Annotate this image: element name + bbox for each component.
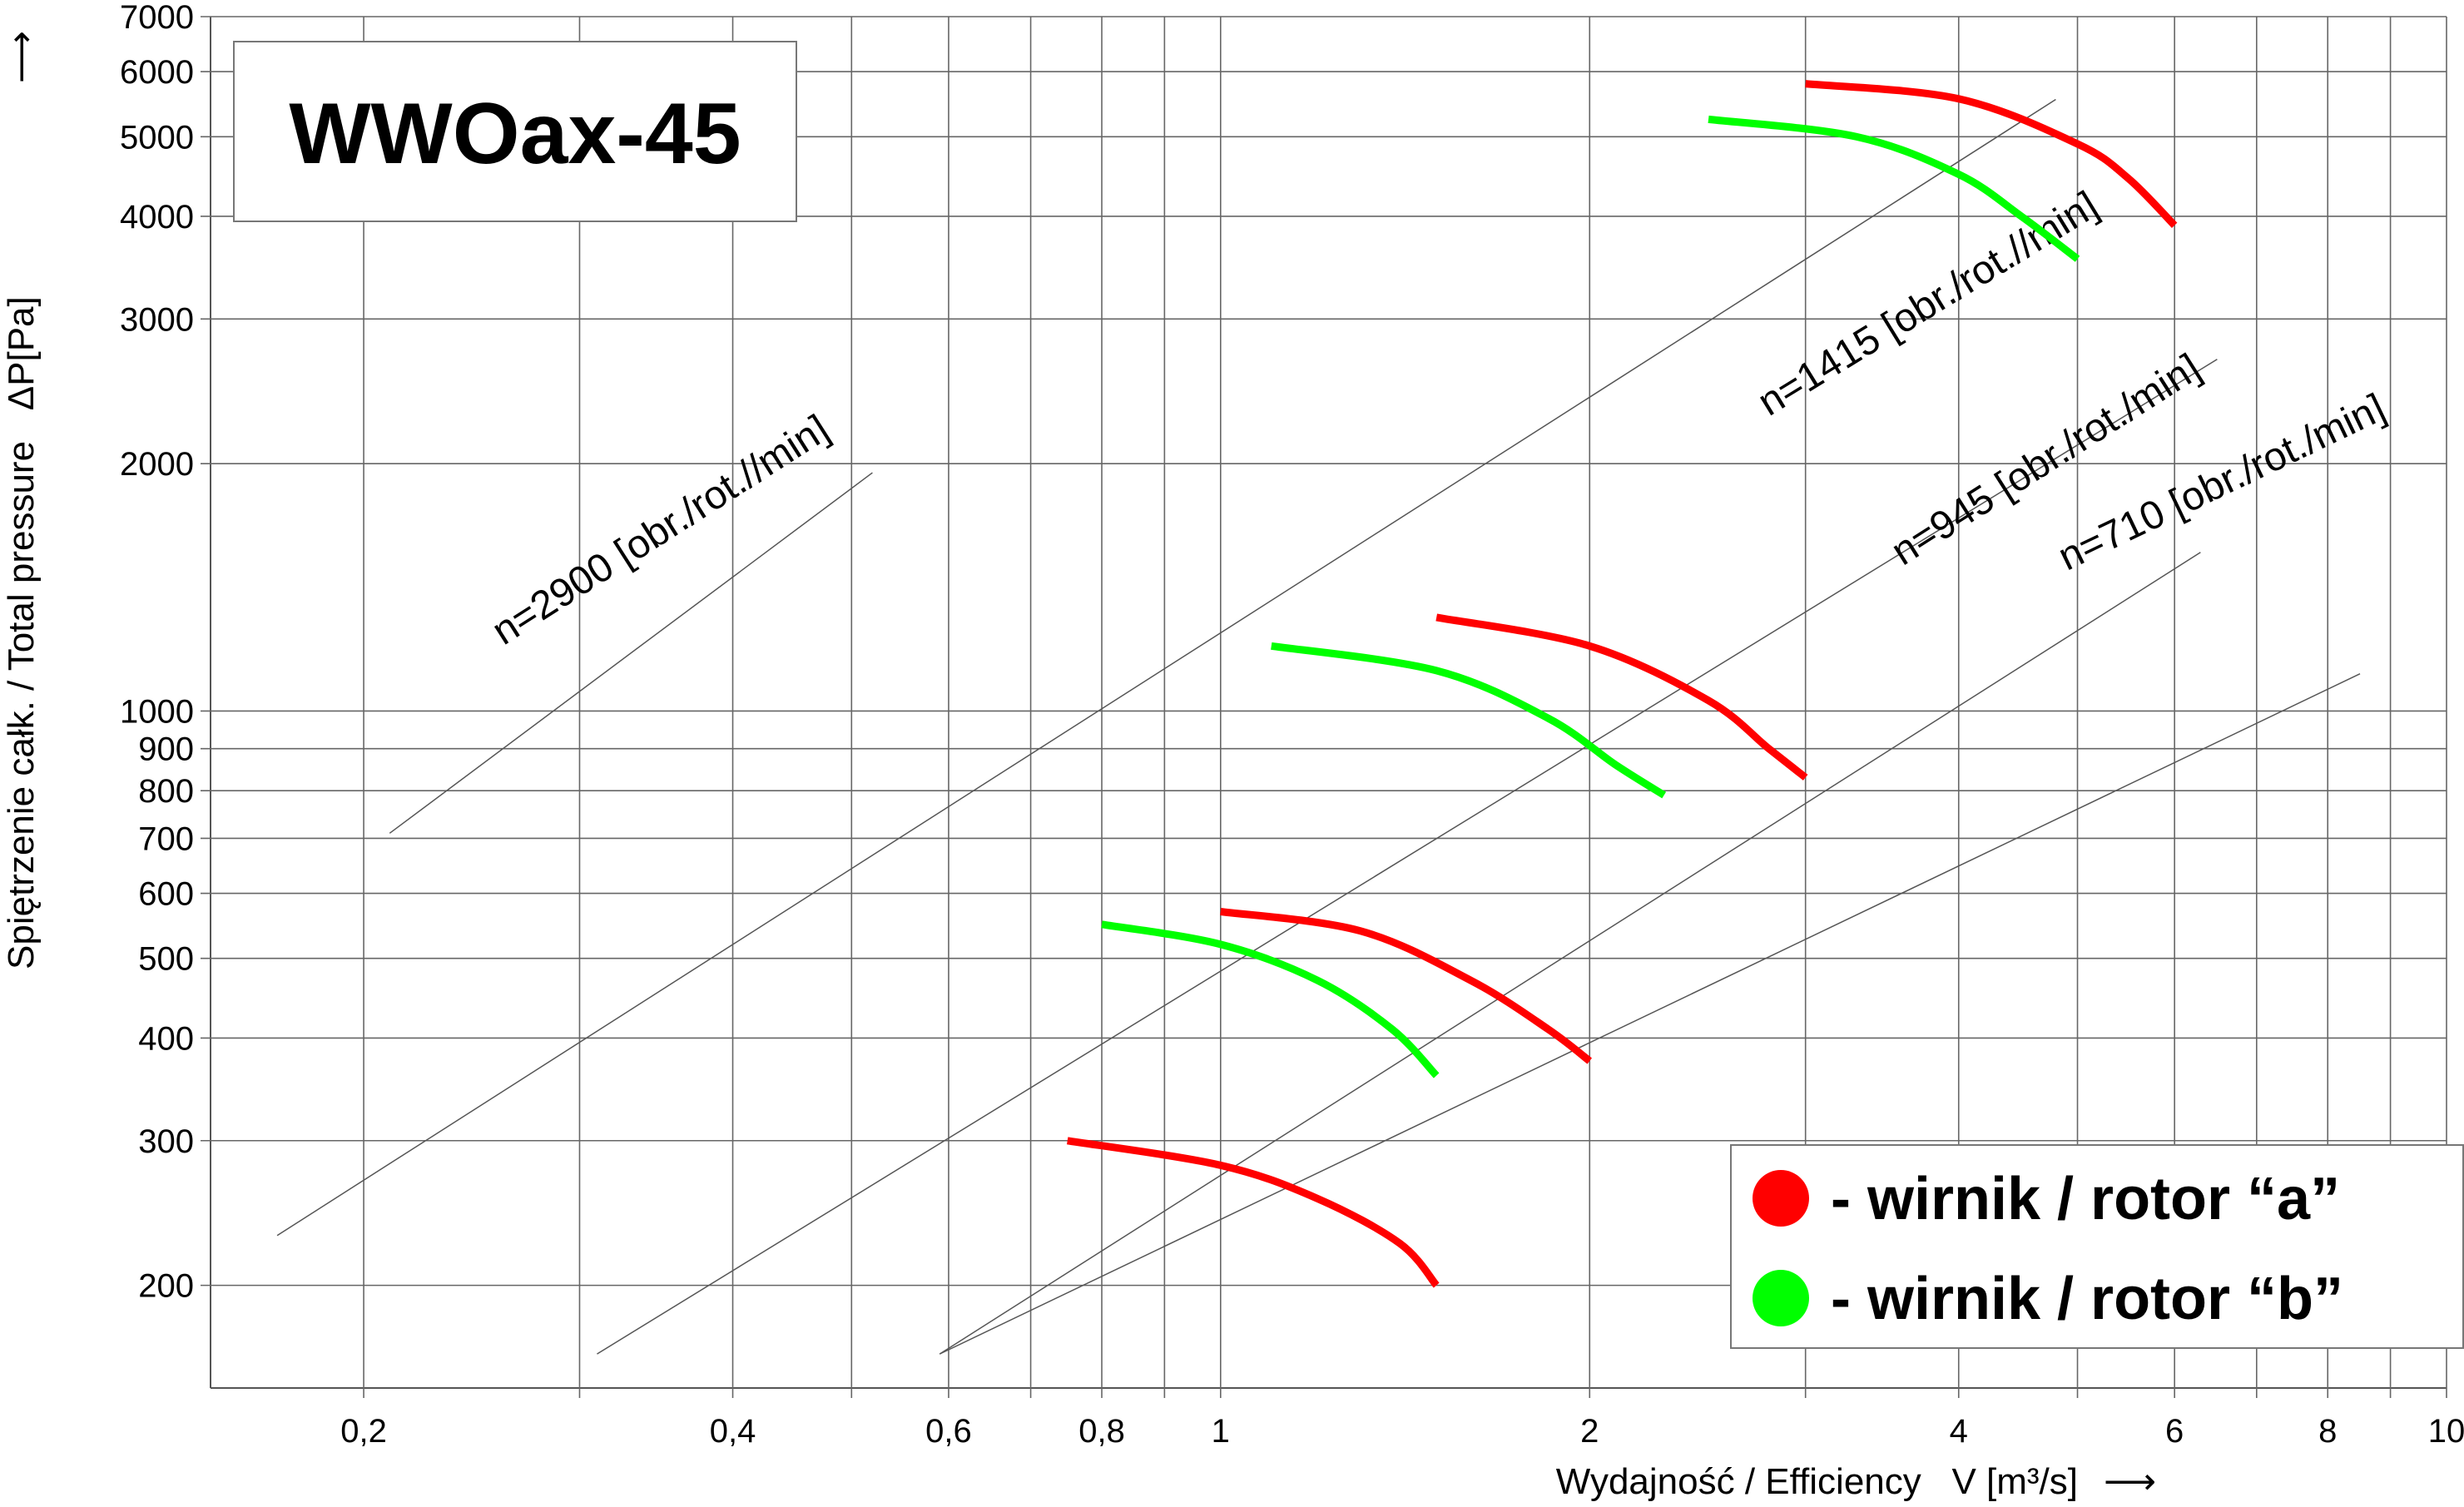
x-tick-label: 0,6 xyxy=(925,1413,972,1450)
y-tick-label: 6000 xyxy=(120,54,194,91)
x-axis-arrow: ⟶ xyxy=(2104,1461,2156,1502)
title-box: WWOax-45 xyxy=(233,41,797,222)
legend: - wirnik / rotor “a” - wirnik / rotor “b… xyxy=(1730,1144,2464,1349)
curve-rotor-b-n945 xyxy=(1101,920,1440,1078)
legend-label-rotor-a: - wirnik / rotor “a” xyxy=(1831,1166,2340,1232)
legend-label-rotor-b: - wirnik / rotor “b” xyxy=(1831,1266,2343,1332)
curve-rotor-a-n710 xyxy=(1067,1137,1440,1288)
speed-line xyxy=(389,472,873,834)
y-axis-label: Spiętrzenie całk. / Total pressure ΔP[Pa… xyxy=(1,296,42,969)
speed-label: n=1415 [obr./rot.//min] xyxy=(1751,183,2106,424)
curve-rotor-a-n2900 xyxy=(1805,80,2178,228)
y-tick-label: 200 xyxy=(138,1268,194,1305)
y-tick-label: 500 xyxy=(138,941,194,978)
speed-label: n=945 [obr./rot./min] xyxy=(1884,345,2209,573)
y-tick-label: 900 xyxy=(138,731,194,768)
y-tick-label: 2000 xyxy=(120,446,194,483)
y-tick-label: 1000 xyxy=(120,693,194,730)
chart-title: WWOax-45 xyxy=(289,86,741,182)
x-tick-label: 0,8 xyxy=(1078,1413,1125,1450)
y-tick-label: 300 xyxy=(138,1123,194,1160)
x-tick-label: 10 xyxy=(2428,1413,2464,1450)
y-tick-label: 600 xyxy=(138,876,194,913)
x-tick-label: 8 xyxy=(2318,1413,2337,1450)
speed-line xyxy=(276,98,2056,1237)
x-tick-label: 6 xyxy=(2165,1413,2184,1450)
speed-label: n=2900 [obr./rot.//min] xyxy=(484,407,836,654)
y-axis-title: Spiętrzenie całk. / Total pressure ΔP[Pa… xyxy=(1,296,42,969)
x-tick-label: 4 xyxy=(1950,1413,1968,1450)
speed-line xyxy=(597,359,2218,1355)
y-tick-label: 400 xyxy=(138,1020,194,1057)
curve-rotor-a-n945 xyxy=(1220,908,1593,1064)
y-tick-label: 700 xyxy=(138,820,194,857)
x-axis-label: Wydajność / Efficiency V [m³/s] xyxy=(1556,1461,2078,1502)
curve-rotor-a-n1415 xyxy=(1435,613,1808,781)
y-tick-label: 800 xyxy=(138,773,194,810)
legend-marker-rotor-b xyxy=(1753,1270,1809,1326)
x-tick-label: 0,4 xyxy=(710,1413,756,1450)
legend-marker-rotor-a xyxy=(1753,1170,1809,1227)
x-tick-label: 1 xyxy=(1212,1413,1230,1450)
speed-line xyxy=(939,552,2201,1355)
curve-rotor-b-n1415 xyxy=(1271,642,1667,799)
performance-curves xyxy=(1067,80,2178,1288)
y-tick-label: 7000 xyxy=(120,0,194,36)
y-axis-arrow: ⟶ xyxy=(1,31,42,83)
x-tick-label: 2 xyxy=(1580,1413,1599,1450)
curve-rotor-b-n2900 xyxy=(1708,115,2080,262)
speed-line xyxy=(939,673,2361,1355)
y-tick-label: 5000 xyxy=(120,119,194,156)
x-tick-label: 0,2 xyxy=(340,1413,387,1450)
x-axis-title: Wydajność / Efficiency V [m³/s] ⟶ xyxy=(1556,1461,2156,1502)
y-tick-label: 3000 xyxy=(120,301,194,338)
y-tick-label: 4000 xyxy=(120,199,194,235)
